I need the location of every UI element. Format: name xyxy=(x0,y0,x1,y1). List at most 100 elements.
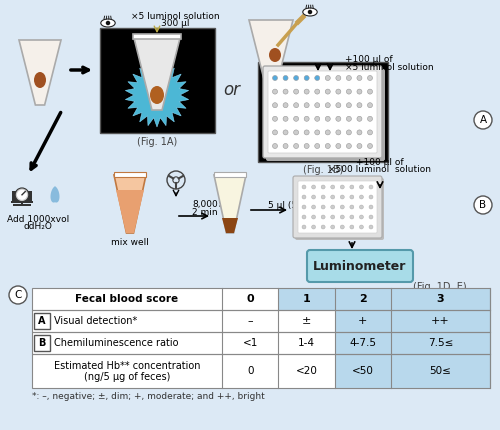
Text: ×500 luminol  solution: ×500 luminol solution xyxy=(328,165,432,174)
Text: (Fig. 1A): (Fig. 1A) xyxy=(137,137,177,147)
Circle shape xyxy=(314,76,320,80)
Text: <20: <20 xyxy=(296,366,318,376)
Circle shape xyxy=(308,10,312,14)
Circle shape xyxy=(314,103,320,108)
Circle shape xyxy=(360,185,364,189)
Circle shape xyxy=(321,195,325,199)
Polygon shape xyxy=(50,186,59,203)
Circle shape xyxy=(360,205,364,209)
Circle shape xyxy=(294,76,298,80)
Text: <50: <50 xyxy=(352,366,374,376)
Text: Visual detection*: Visual detection* xyxy=(54,316,137,326)
Circle shape xyxy=(336,76,341,80)
Bar xyxy=(334,288,391,310)
Bar xyxy=(32,288,490,310)
Text: ±: ± xyxy=(302,316,312,326)
Circle shape xyxy=(357,116,362,121)
Circle shape xyxy=(360,225,364,229)
Bar xyxy=(100,28,215,133)
Text: –: – xyxy=(248,316,253,326)
Circle shape xyxy=(357,144,362,148)
Text: 4-7.5: 4-7.5 xyxy=(350,338,376,348)
Circle shape xyxy=(302,205,306,209)
Bar xyxy=(32,332,222,354)
Text: 50≤: 50≤ xyxy=(430,366,452,376)
Bar xyxy=(11,201,33,203)
Circle shape xyxy=(326,130,330,135)
Bar xyxy=(133,34,181,39)
Text: 0: 0 xyxy=(246,294,254,304)
Bar xyxy=(391,332,490,354)
Bar xyxy=(222,310,278,332)
Circle shape xyxy=(326,144,330,148)
Bar xyxy=(32,310,222,332)
Text: (Fig. 1B): (Fig. 1B) xyxy=(303,165,343,175)
Text: C: C xyxy=(14,290,21,300)
Circle shape xyxy=(369,225,373,229)
Circle shape xyxy=(330,185,334,189)
Bar xyxy=(32,354,222,388)
Circle shape xyxy=(294,144,298,148)
Circle shape xyxy=(283,76,288,80)
Bar xyxy=(278,288,334,310)
Polygon shape xyxy=(222,218,238,233)
Text: Fecal blood score: Fecal blood score xyxy=(76,294,178,304)
Circle shape xyxy=(326,89,330,94)
Text: +: + xyxy=(358,316,368,326)
Ellipse shape xyxy=(269,48,281,62)
FancyBboxPatch shape xyxy=(268,71,377,153)
Bar xyxy=(114,172,146,177)
Circle shape xyxy=(272,89,278,94)
Circle shape xyxy=(346,76,352,80)
Circle shape xyxy=(312,205,316,209)
Circle shape xyxy=(350,195,354,199)
Bar xyxy=(222,332,278,354)
Circle shape xyxy=(350,225,354,229)
Text: 2: 2 xyxy=(359,294,367,304)
Circle shape xyxy=(9,286,27,304)
Circle shape xyxy=(340,185,344,189)
Circle shape xyxy=(346,89,352,94)
Circle shape xyxy=(368,89,372,94)
Circle shape xyxy=(360,215,364,219)
Circle shape xyxy=(304,103,309,108)
Bar xyxy=(20,201,24,205)
Text: 3: 3 xyxy=(436,294,444,304)
Circle shape xyxy=(304,144,309,148)
Circle shape xyxy=(350,215,354,219)
Circle shape xyxy=(336,116,341,121)
FancyBboxPatch shape xyxy=(295,178,384,240)
Bar xyxy=(278,332,334,354)
Circle shape xyxy=(294,116,298,121)
Text: Estimated Hb** concentration: Estimated Hb** concentration xyxy=(54,361,201,371)
Circle shape xyxy=(357,130,362,135)
Bar xyxy=(278,310,334,332)
FancyBboxPatch shape xyxy=(263,66,382,158)
Circle shape xyxy=(336,89,341,94)
Circle shape xyxy=(340,195,344,199)
Polygon shape xyxy=(214,175,246,233)
Bar xyxy=(334,332,391,354)
Text: or: or xyxy=(224,81,240,99)
Circle shape xyxy=(336,103,341,108)
Circle shape xyxy=(474,196,492,214)
Circle shape xyxy=(369,205,373,209)
Ellipse shape xyxy=(303,8,317,16)
Text: 1-4: 1-4 xyxy=(298,338,315,348)
Circle shape xyxy=(302,195,306,199)
Text: *: –, negative; ±, dim; +, moderate; and ++, bright: *: –, negative; ±, dim; +, moderate; and… xyxy=(32,392,265,401)
Circle shape xyxy=(321,225,325,229)
Circle shape xyxy=(346,130,352,135)
Text: Luminometer: Luminometer xyxy=(314,259,406,273)
Circle shape xyxy=(283,130,288,135)
Polygon shape xyxy=(19,40,61,105)
Text: ddH₂O: ddH₂O xyxy=(24,222,52,231)
Circle shape xyxy=(326,76,330,80)
Circle shape xyxy=(340,205,344,209)
Text: 2 min: 2 min xyxy=(192,208,218,217)
Circle shape xyxy=(272,103,278,108)
Circle shape xyxy=(302,215,306,219)
Circle shape xyxy=(314,130,320,135)
Bar xyxy=(222,288,278,310)
Circle shape xyxy=(330,195,334,199)
